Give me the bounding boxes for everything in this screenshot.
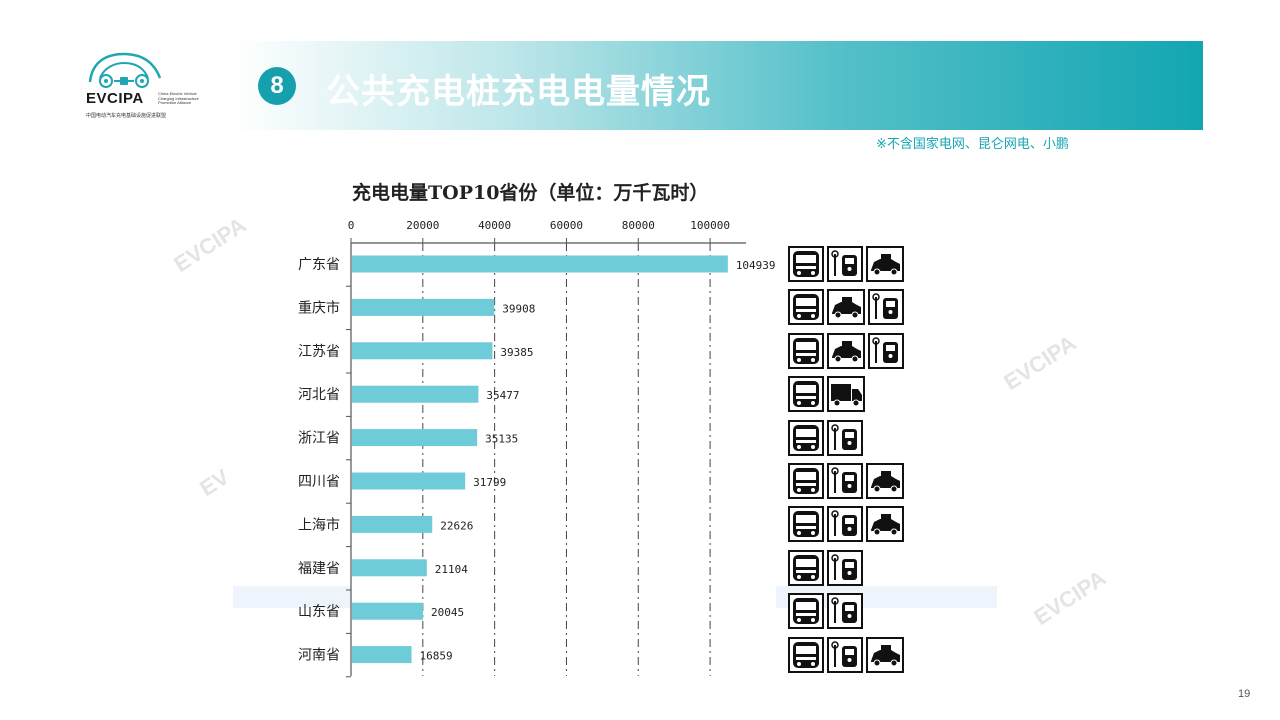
bar	[352, 602, 423, 620]
taxi-icon	[827, 332, 865, 369]
page-title: 公共充电桩充电电量情况	[326, 72, 711, 112]
bar	[352, 298, 495, 316]
data-label: 31799	[473, 476, 506, 489]
footnote: ※不含国家电网、昆仑网电、小鹏	[876, 137, 1069, 152]
highlight-band	[233, 586, 351, 608]
bar	[352, 559, 427, 577]
logo-chinese-name: 中国电动汽车充电基础设施促进联盟	[86, 113, 167, 119]
bus-icon	[788, 593, 824, 630]
vehicle-icon-row	[788, 289, 904, 326]
data-label: 16859	[420, 650, 453, 663]
category-label: 浙江省	[298, 431, 340, 447]
charging-station-icon	[827, 463, 863, 499]
data-label: 39908	[502, 302, 535, 315]
taxi-icon	[866, 506, 904, 543]
vehicle-icon-row	[788, 549, 863, 586]
bus-icon	[788, 246, 824, 282]
bus-icon	[788, 506, 824, 543]
taxi-icon	[866, 246, 904, 282]
bus-icon	[788, 332, 824, 369]
ev-car-logo-icon	[88, 52, 162, 88]
bus-icon	[788, 289, 824, 326]
charging-station-icon	[827, 419, 863, 456]
vehicle-icon-row	[788, 246, 904, 282]
category-label: 上海市	[298, 516, 340, 533]
bar	[352, 385, 479, 403]
bar	[352, 646, 412, 664]
category-label: 江苏省	[298, 344, 340, 360]
category-label: 福建省	[298, 561, 340, 577]
category-label: 山东省	[298, 604, 340, 620]
charging-station-icon	[827, 549, 863, 586]
category-label: 河南省	[298, 648, 340, 664]
evcipa-logo: EVCIPA China Electric Vehicle Charging I…	[84, 48, 214, 124]
page-number: 19	[1238, 688, 1251, 700]
data-label: 39385	[500, 346, 533, 359]
x-tick-label: 20000	[406, 219, 439, 232]
charging-station-icon	[827, 636, 863, 673]
vehicle-icon-row	[788, 593, 863, 630]
bus-icon	[788, 419, 824, 456]
x-tick-label: 40000	[478, 219, 511, 232]
logo-tagline: China Electric Vehicle Charging Infrastr…	[158, 91, 199, 106]
vehicle-icon-row	[788, 636, 904, 673]
data-label: 21104	[435, 563, 468, 576]
charging-station-icon	[868, 289, 904, 326]
data-label: 20045	[431, 606, 464, 619]
truck-icon	[827, 376, 865, 413]
bus-icon	[788, 376, 824, 413]
vehicle-icon-row	[788, 332, 904, 369]
charging-station-icon	[868, 332, 904, 369]
bus-icon	[788, 636, 824, 673]
vehicle-type-icons	[788, 0, 928, 720]
x-tick-label: 80000	[622, 219, 655, 232]
vehicle-icon-row	[788, 463, 904, 499]
x-tick-label: 0	[348, 219, 355, 232]
bar	[352, 255, 728, 273]
section-number-badge: 8	[258, 67, 296, 105]
category-label: 重庆市	[298, 299, 340, 316]
charging-station-icon	[827, 506, 863, 543]
data-label: 35135	[485, 433, 518, 446]
bus-icon	[788, 463, 824, 499]
category-label: 广东省	[298, 257, 340, 273]
bar	[352, 515, 433, 533]
bus-icon	[788, 549, 824, 586]
category-label: 四川省	[298, 474, 340, 490]
vehicle-icon-row	[788, 376, 865, 413]
vehicle-icon-row	[788, 419, 863, 456]
vehicle-icon-row	[788, 506, 904, 543]
x-tick-label: 60000	[550, 219, 583, 232]
bar	[352, 429, 478, 447]
taxi-icon	[827, 289, 865, 326]
taxi-icon	[866, 463, 904, 499]
bar	[352, 342, 493, 360]
data-label: 35477	[486, 389, 519, 402]
data-label: 104939	[736, 259, 776, 272]
taxi-icon	[866, 636, 904, 673]
data-label: 22626	[440, 519, 473, 532]
chart-title: 充电电量TOP10省份（单位：万千瓦时）	[352, 182, 709, 204]
bar	[352, 472, 466, 490]
charging-station-icon	[827, 593, 863, 630]
x-tick-label: 100000	[690, 219, 730, 232]
category-label: 河北省	[298, 387, 340, 403]
charging-station-icon	[827, 246, 863, 282]
title-banner	[232, 41, 1203, 130]
logo-wordmark: EVCIPA	[86, 90, 144, 107]
